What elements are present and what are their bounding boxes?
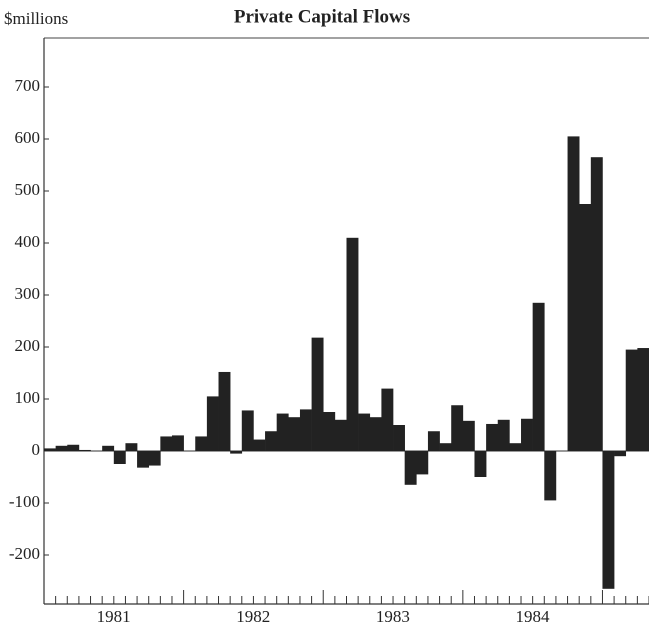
bar xyxy=(334,419,347,451)
x-tick-label: 1981 xyxy=(97,607,131,626)
bar xyxy=(44,448,56,451)
bar xyxy=(625,349,638,451)
bar xyxy=(323,412,336,451)
y-tick-label: 100 xyxy=(15,388,41,407)
bar xyxy=(393,425,405,451)
bar xyxy=(102,445,115,451)
bar xyxy=(462,420,475,451)
bar xyxy=(125,443,138,451)
y-tick-label: 200 xyxy=(15,336,41,355)
bar xyxy=(276,413,289,451)
y-tick-label: 0 xyxy=(32,440,41,459)
y-axis-label: $millions xyxy=(4,9,68,28)
bar xyxy=(113,451,126,464)
bar xyxy=(78,449,91,451)
y-tick-label: 400 xyxy=(15,232,41,251)
bar xyxy=(486,423,499,451)
bar xyxy=(567,136,580,451)
bar xyxy=(416,451,429,475)
x-tick-label: 1984 xyxy=(515,607,550,626)
bar xyxy=(311,337,324,451)
y-tick-label: 300 xyxy=(15,284,41,303)
chart-title: Private Capital Flows xyxy=(234,6,410,27)
bar xyxy=(148,451,161,466)
bar xyxy=(67,444,80,451)
bar xyxy=(602,451,615,589)
bar xyxy=(218,371,231,451)
y-tick-label: 600 xyxy=(15,128,41,147)
bar xyxy=(637,348,649,451)
bar xyxy=(590,157,603,451)
bar xyxy=(614,451,627,457)
bar xyxy=(369,417,382,451)
bar xyxy=(497,419,510,451)
bar xyxy=(509,443,522,451)
bar xyxy=(532,302,545,451)
bar xyxy=(253,439,266,451)
bar xyxy=(579,204,592,451)
y-tick-label: 500 xyxy=(15,180,41,199)
bar xyxy=(160,436,173,451)
bar xyxy=(404,451,417,485)
bar xyxy=(206,396,219,451)
bar xyxy=(521,418,533,451)
bar xyxy=(358,413,371,451)
bar xyxy=(195,436,208,451)
bar xyxy=(381,388,394,451)
bar xyxy=(427,431,440,451)
bar xyxy=(299,409,312,451)
bar xyxy=(230,451,243,454)
bar xyxy=(544,451,557,501)
bar xyxy=(346,237,359,451)
bar xyxy=(451,405,464,451)
bar xyxy=(241,410,254,451)
bar xyxy=(137,451,150,468)
y-tick-label: -200 xyxy=(9,544,40,563)
y-tick-label: -100 xyxy=(9,492,40,511)
x-tick-label: 1982 xyxy=(236,607,270,626)
bar xyxy=(474,451,487,477)
bar xyxy=(439,443,452,451)
bar xyxy=(55,445,68,451)
bar xyxy=(171,435,184,451)
y-tick-label: 700 xyxy=(15,76,41,95)
bar xyxy=(265,431,277,451)
x-tick-label: 1983 xyxy=(376,607,410,626)
bar xyxy=(288,417,301,451)
